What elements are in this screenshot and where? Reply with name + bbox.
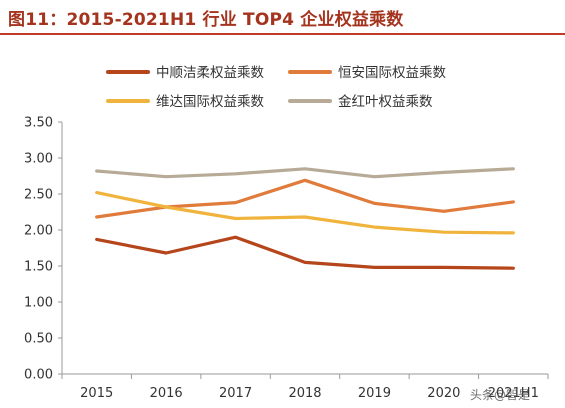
series-line-4 bbox=[95, 167, 515, 179]
title-rule bbox=[0, 33, 565, 35]
series-line-3 bbox=[95, 191, 515, 235]
x-tick-label: 2020 bbox=[427, 386, 460, 401]
series-lines bbox=[95, 167, 515, 270]
chart-title: 图11：2015-2021H1 行业 TOP4 企业权益乘数 bbox=[8, 10, 404, 30]
x-tick-label: 2021H1 bbox=[488, 386, 539, 401]
y-tick-label: 0.00 bbox=[24, 368, 53, 383]
x-tick-label: 2019 bbox=[358, 386, 391, 401]
x-tick-label: 2016 bbox=[150, 386, 183, 401]
y-tick-label: 3.00 bbox=[24, 152, 53, 167]
legend-label: 金红叶权益乘数 bbox=[338, 93, 433, 110]
legend-label: 维达国际权益乘数 bbox=[156, 93, 264, 110]
y-tick-label: 2.00 bbox=[24, 224, 53, 239]
series-line-1 bbox=[95, 235, 515, 270]
watermark: 头条@智是 bbox=[470, 388, 531, 402]
chart-header: 图11：2015-2021H1 行业 TOP4 企业权益乘数 bbox=[0, 0, 565, 38]
x-tick-label: 2017 bbox=[219, 386, 252, 401]
y-tick-label: 1.50 bbox=[24, 260, 53, 275]
y-tick-label: 0.50 bbox=[24, 332, 53, 347]
x-tick-label: 2015 bbox=[80, 386, 113, 401]
legend-label: 中顺洁柔权益乘数 bbox=[156, 64, 264, 81]
series-line-2 bbox=[95, 178, 515, 219]
y-tick-label: 3.50 bbox=[24, 116, 53, 131]
y-axis: 0.00 0.50 1.00 1.50 2.00 2.50 3.00 3.50 bbox=[24, 116, 63, 383]
x-tick-label: 2018 bbox=[288, 386, 321, 401]
x-axis: 2015 2016 2017 2018 2019 2020 2021H1 bbox=[61, 373, 549, 401]
y-tick-label: 1.00 bbox=[24, 296, 53, 311]
y-tick-label: 2.50 bbox=[24, 188, 53, 203]
legend-label: 恒安国际权益乘数 bbox=[338, 64, 446, 81]
